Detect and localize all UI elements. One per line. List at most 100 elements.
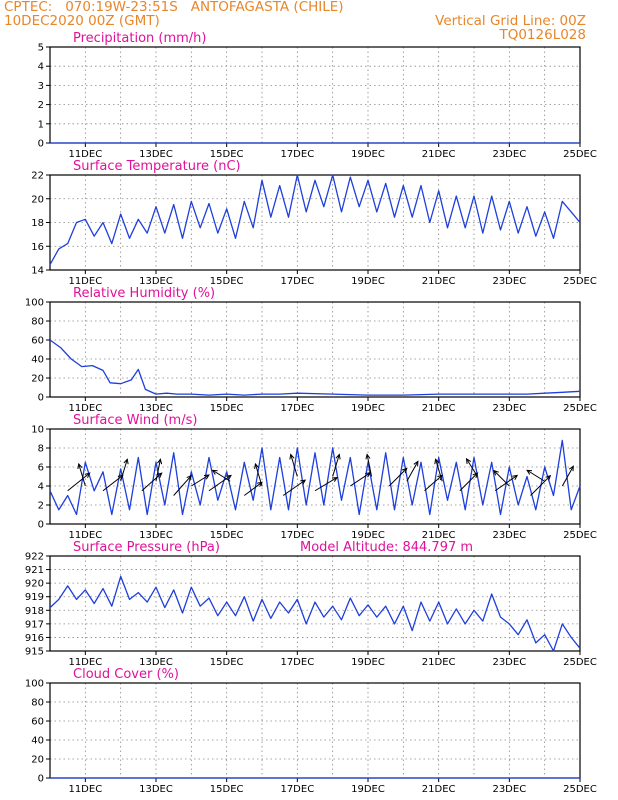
pressure-title: Surface Pressure (hPa) xyxy=(73,540,220,555)
wind-arrow-head xyxy=(365,453,371,460)
wind-arrow xyxy=(435,459,443,482)
wind-arrow xyxy=(561,465,574,487)
wind-ytick-label: 0 xyxy=(38,520,44,531)
precip-xtick-label: 25DEC xyxy=(563,149,597,160)
temp-xtick-label: 19DEC xyxy=(351,276,385,287)
pressure-xtick-label: 15DEC xyxy=(210,657,244,668)
wind-xtick-label: 19DEC xyxy=(351,530,385,541)
wind-ytick-label: 4 xyxy=(38,482,44,493)
pressure-ytick-label: 922 xyxy=(25,552,44,563)
wind-frame xyxy=(49,428,581,525)
precip-ytick-label: 3 xyxy=(38,81,44,92)
wind-arrow-head xyxy=(186,474,193,481)
wind-arrow xyxy=(459,472,478,492)
wind-arrow xyxy=(191,474,210,487)
wind-arrow-head xyxy=(512,474,519,480)
wind-ytick-label: 10 xyxy=(31,425,44,436)
pressure-xtick-label: 17DEC xyxy=(280,657,314,668)
wind-arrow xyxy=(350,472,371,487)
wind-arrow-head xyxy=(156,472,163,478)
wind-arrow-head xyxy=(203,474,210,480)
cloud-xtick-label: 23DEC xyxy=(492,784,526,795)
wind-arrow-head xyxy=(123,458,129,465)
wind-arrow-head xyxy=(289,453,295,460)
temp-xtick-label: 11DEC xyxy=(68,276,102,287)
rh-xtick-label: 19DEC xyxy=(351,403,385,414)
wind-arrow xyxy=(155,459,161,482)
wind-ytick-label: 8 xyxy=(38,444,44,455)
pressure-ytick-label: 920 xyxy=(25,579,44,590)
pressure-ytick-label: 919 xyxy=(25,592,44,603)
wind-arrow xyxy=(388,468,408,487)
precip-xtick-label: 15DEC xyxy=(210,149,244,160)
wind-arrow xyxy=(67,472,90,492)
wind-arrow xyxy=(244,481,263,496)
pressure-xtick-label: 21DEC xyxy=(422,657,456,668)
rh-xtick-label: 13DEC xyxy=(139,403,173,414)
cloud-xtick-label: 17DEC xyxy=(280,784,314,795)
wind-arrow xyxy=(332,454,340,477)
wind-arrow-head xyxy=(568,465,574,472)
wind-arrow xyxy=(120,459,128,482)
wind-xtick-label: 25DEC xyxy=(563,530,597,541)
temp-ytick-label: 18 xyxy=(31,218,44,229)
pressure-ytick-label: 918 xyxy=(25,606,44,617)
wind-arrow-head xyxy=(331,477,338,482)
rh-ytick-label: 20 xyxy=(31,374,44,385)
wind-arrow-head xyxy=(545,474,552,481)
header-grid-note: Vertical Grid Line: 00Z xyxy=(435,13,586,29)
wind-arrow xyxy=(406,461,419,482)
precip-ytick-label: 2 xyxy=(38,100,44,111)
cloud-xtick-label: 19DEC xyxy=(351,784,385,795)
precip-ytick-label: 1 xyxy=(38,119,44,130)
rh-ytick-label: 0 xyxy=(38,393,44,404)
temp-ytick-label: 20 xyxy=(31,194,44,205)
wind-arrow xyxy=(173,475,192,496)
temp-xtick-label: 15DEC xyxy=(210,276,244,287)
wind-xtick-label: 23DEC xyxy=(492,530,526,541)
rh-xtick-label: 25DEC xyxy=(563,403,597,414)
cloud-title: Cloud Cover (%) xyxy=(73,667,179,682)
pressure-ytick-label: 916 xyxy=(25,633,44,644)
cloud-ytick-label: 0 xyxy=(38,774,44,785)
rh-series-line xyxy=(49,339,581,396)
wind-arrow-head xyxy=(365,472,372,478)
wind-arrow-head xyxy=(157,458,163,465)
pressure-frame xyxy=(49,555,581,652)
wind-xtick-label: 11DEC xyxy=(68,530,102,541)
rh-xtick-label: 11DEC xyxy=(68,403,102,414)
precip-xtick-label: 13DEC xyxy=(139,149,173,160)
wind-arrow-head xyxy=(211,469,218,475)
wind-xtick-label: 15DEC xyxy=(210,530,244,541)
precip-ytick-label: 5 xyxy=(38,43,44,54)
wind-arrow xyxy=(282,479,306,496)
wind-arrow-head xyxy=(84,472,91,478)
cloud-ytick-label: 80 xyxy=(31,698,44,709)
wind-arrow xyxy=(290,454,298,477)
pressure-ytick-label: 921 xyxy=(25,565,44,576)
temp-xtick-label: 21DEC xyxy=(422,276,456,287)
wind-arrow-head xyxy=(335,453,341,460)
wind-arrow-head xyxy=(437,474,443,481)
cloud-ytick-label: 40 xyxy=(31,736,44,747)
precip-ytick-label: 4 xyxy=(38,62,44,73)
wind-arrow xyxy=(466,458,478,477)
temp-ytick-label: 14 xyxy=(31,266,44,277)
precip-xtick-label: 17DEC xyxy=(280,149,314,160)
rh-title: Relative Humidity (%) xyxy=(73,286,215,301)
cloud-ytick-label: 20 xyxy=(31,755,44,766)
wind-arrow-head xyxy=(493,469,499,476)
pressure-xtick-label: 11DEC xyxy=(68,657,102,668)
wind-arrow-head xyxy=(413,460,419,467)
cloud-frame xyxy=(49,682,581,779)
wind-arrow xyxy=(493,470,510,487)
cloud-ytick-label: 100 xyxy=(25,679,44,690)
precip-xtick-label: 23DEC xyxy=(492,149,526,160)
temp-title: Surface Temperature (nC) xyxy=(73,159,241,174)
wind-ytick-label: 2 xyxy=(38,501,44,512)
rh-ytick-label: 40 xyxy=(31,355,44,366)
wind-arrow-head xyxy=(256,481,263,487)
temp-xtick-label: 17DEC xyxy=(280,276,314,287)
wind-arrow-head xyxy=(465,457,472,464)
